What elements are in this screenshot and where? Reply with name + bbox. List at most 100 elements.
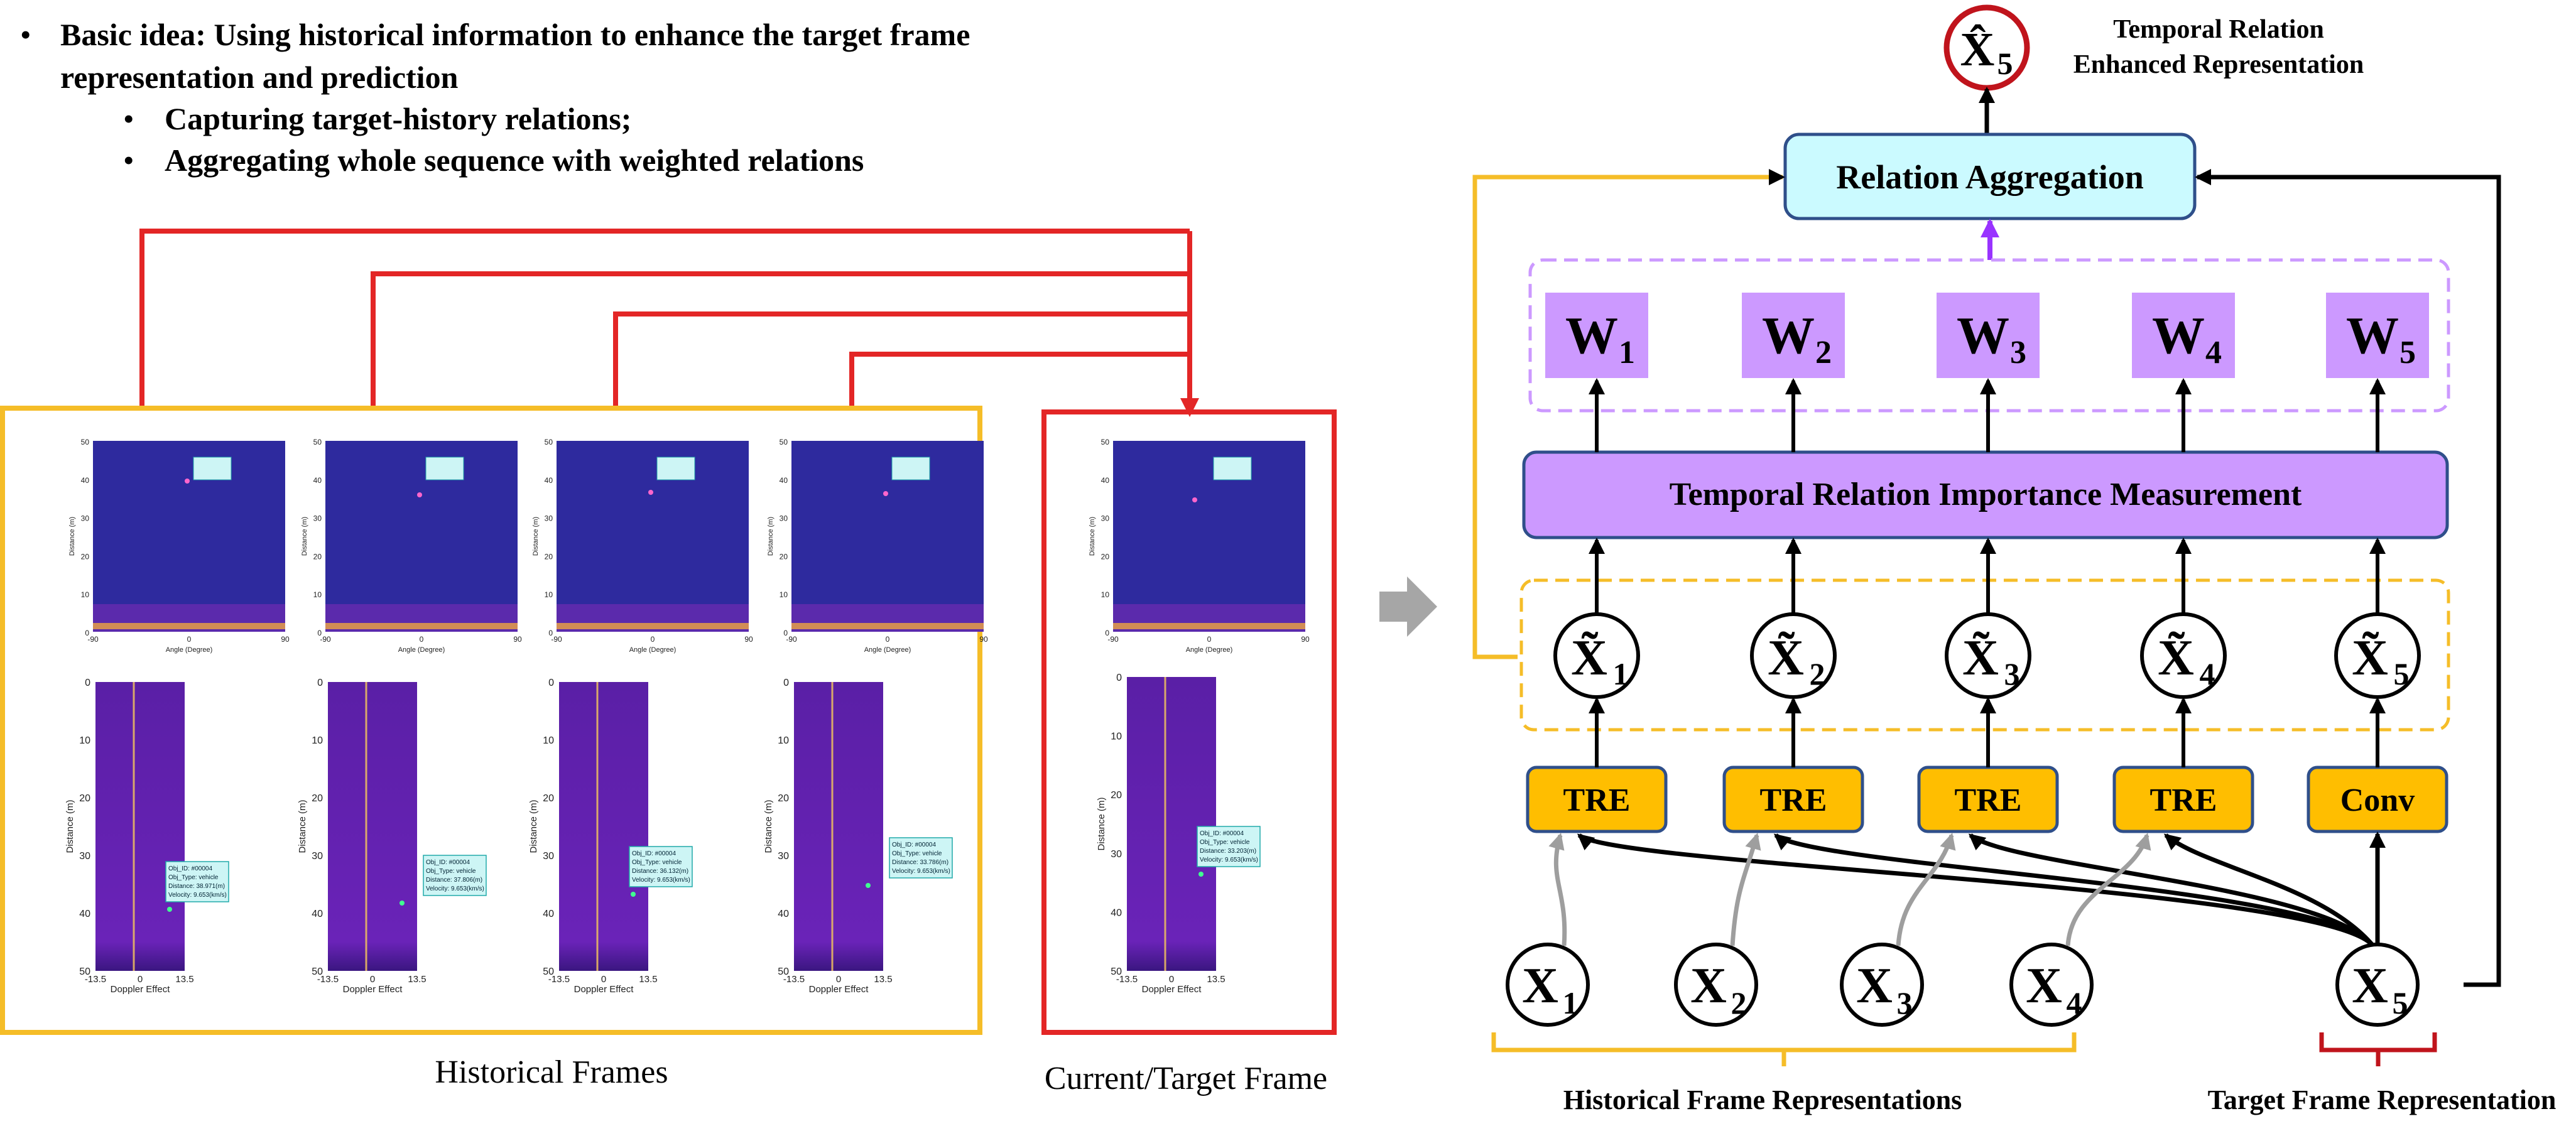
range-doppler-y-tick: 20 <box>312 793 323 804</box>
range-angle-y-tick: 40 <box>545 476 553 485</box>
range-doppler-y-tick: 50 <box>543 966 554 977</box>
weight-subscript-4: 4 <box>2205 335 2222 371</box>
target-to-tre-arrow <box>1773 833 2375 948</box>
range-angle-x-label: Angle (Degree) <box>864 646 911 654</box>
range-angle-x-label: Angle (Degree) <box>1186 646 1233 654</box>
range-angle-y-tick: 40 <box>780 476 788 485</box>
weight-subscript-5: 5 <box>2399 335 2416 371</box>
enhanced-representation-group <box>1519 578 2450 732</box>
history-to-tre-arrow <box>1896 833 1956 946</box>
heatmap-bright-band <box>93 623 285 629</box>
importance-measurement-label: Temporal Relation Importance Measurement <box>1670 477 2302 512</box>
range-doppler-y-tick: 10 <box>1111 732 1122 742</box>
object-annotation-line: Obj_Type: vehicle <box>892 850 942 857</box>
input-node-subscript: 2 <box>1731 985 1747 1020</box>
range-doppler-x-tick: 13.5 <box>175 974 193 985</box>
range-angle-y-label: Distance (m) <box>301 517 308 556</box>
range-angle-y-tick: 20 <box>81 552 90 561</box>
target-to-tre-arrow <box>1968 833 2375 948</box>
object-annotation-line: Distance: 38.971(m) <box>168 883 225 890</box>
doppler-target-blip <box>866 883 871 888</box>
enhanced-node-symbol: X̃ <box>1571 630 1607 686</box>
object-annotation-line: Distance: 33.203(m) <box>1200 848 1256 855</box>
range-doppler-x-label: Doppler Effect <box>809 984 869 995</box>
range-doppler-y-tick: 30 <box>778 851 789 862</box>
relation-connectors <box>139 229 1199 417</box>
object-annotation-note <box>1213 457 1252 480</box>
target-frame-label: Current/Target Frame <box>1045 1061 1327 1096</box>
module-label: TRE <box>1563 782 1631 818</box>
input-node-subscript: 1 <box>1563 985 1579 1020</box>
range-angle-x-label: Angle (Degree) <box>629 646 677 654</box>
range-angle-x-tick: 0 <box>420 635 424 644</box>
range-doppler-y-tick: 20 <box>778 793 789 804</box>
range-doppler-map <box>559 682 648 971</box>
weight-box-5 <box>2326 293 2429 378</box>
output-caption-line-2: Enhanced Representation <box>2073 50 2364 79</box>
range-angle-y-tick: 50 <box>545 438 553 446</box>
weight-subscript-1: 1 <box>1619 335 1635 371</box>
range-doppler-x-label: Doppler Effect <box>343 984 403 995</box>
object-annotation-line: Obj_Type: vehicle <box>1200 839 1250 846</box>
range-angle-y-tick: 20 <box>1101 552 1110 561</box>
input-node-subscript: 4 <box>2067 985 2082 1020</box>
heatmap-bright-band <box>557 623 749 629</box>
target-blip <box>1192 497 1197 502</box>
range-doppler-x-tick: -13.5 <box>1116 974 1138 985</box>
range-angle-y-tick: 40 <box>1101 476 1110 485</box>
range-angle-y-tick: 30 <box>313 514 322 523</box>
range-doppler-y-tick: 10 <box>543 735 554 746</box>
target-frame-box <box>1041 409 1337 1035</box>
range-angle-x-tick: 90 <box>513 635 522 644</box>
range-angle-x-label: Angle (Degree) <box>166 646 213 654</box>
range-angle-y-tick: 30 <box>81 514 90 523</box>
range-doppler-x-tick: 13.5 <box>1207 974 1225 985</box>
range-doppler-map <box>1127 677 1216 971</box>
input-node-subscript: 5 <box>2393 985 2408 1020</box>
heatmap-bright-band <box>325 623 518 629</box>
range-angle-y-tick: 50 <box>780 438 788 446</box>
module-label: TRE <box>2150 782 2217 818</box>
enhanced-node-subscript: 2 <box>1810 656 1825 691</box>
range-angle-y-label: Distance (m) <box>532 517 540 556</box>
range-doppler-x-tick: 13.5 <box>874 974 892 985</box>
connector-frame-1 <box>139 229 1190 408</box>
object-annotation-note <box>423 855 487 896</box>
enhanced-node-subscript: 5 <box>2394 656 2410 691</box>
range-angle-y-tick: 0 <box>1105 629 1109 637</box>
range-doppler-y-tick: 0 <box>317 678 323 688</box>
input-node-3 <box>1840 943 1924 1027</box>
bullet-list: • Basic idea: Using historical informati… <box>20 17 970 178</box>
object-annotation-line: Obj_Type: vehicle <box>168 874 219 881</box>
range-doppler-y-tick: 50 <box>778 966 789 977</box>
weight-box-4 <box>2132 293 2235 378</box>
range-doppler-y-tick: 50 <box>79 966 90 977</box>
doppler-target-blip <box>399 901 405 906</box>
range-doppler-map <box>95 682 185 971</box>
range-angle-y-tick: 0 <box>85 629 89 637</box>
range-doppler-y-label: Distance (m) <box>528 799 539 853</box>
bullet-main: Basic idea: Using historical information… <box>60 17 970 52</box>
object-annotation-line: Velocity: 9.653(km/s) <box>632 877 690 884</box>
weight-box-1 <box>1545 293 1648 378</box>
range-doppler-y-label: Distance (m) <box>65 799 75 853</box>
input-node-2 <box>1674 943 1758 1027</box>
range-doppler-y-tick: 20 <box>543 793 554 804</box>
range-doppler-x-label: Doppler Effect <box>1142 984 1202 995</box>
weight-label-2: W <box>1762 306 1815 365</box>
range-angle-x-tick: -90 <box>87 635 99 644</box>
range-angle-y-tick: 40 <box>81 476 90 485</box>
object-annotation-line: Velocity: 9.653(km/s) <box>168 892 227 899</box>
range-doppler-y-tick: 10 <box>312 735 323 746</box>
sub-bullet-2: Aggregating whole sequence with weighted… <box>165 143 864 178</box>
range-doppler-map <box>794 682 883 971</box>
enhanced-to-aggregation-line <box>1472 169 1785 659</box>
range-doppler-y-tick: 30 <box>312 851 323 862</box>
connector-frame-2 <box>371 271 1190 408</box>
target-blip <box>883 491 888 496</box>
range-doppler-y-tick: 10 <box>778 735 789 746</box>
range-doppler-y-tick: 40 <box>1111 907 1122 918</box>
